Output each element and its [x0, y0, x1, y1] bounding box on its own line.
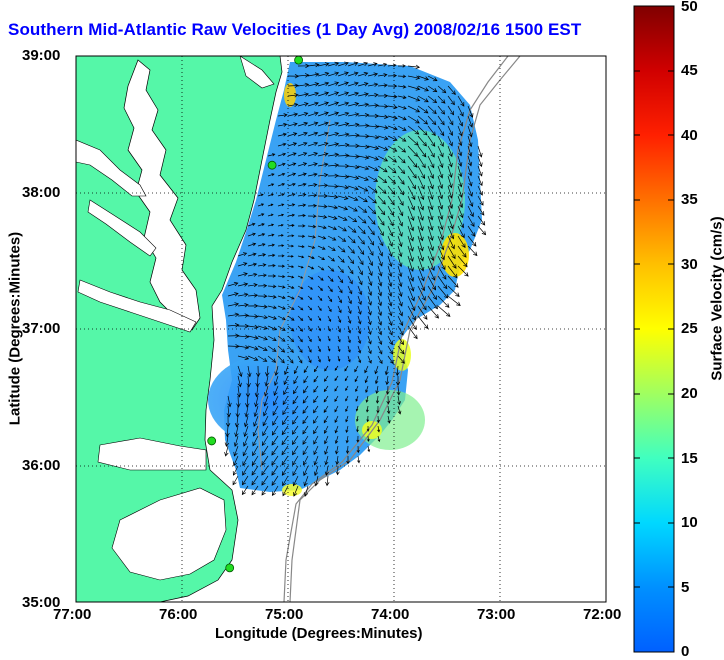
colorbar-tick-label: 10	[681, 514, 698, 531]
colorbar-tick-label: 0	[681, 643, 689, 660]
colorbar-tick-label: 35	[681, 191, 698, 208]
colorbar-tick-label: 50	[681, 0, 698, 15]
radar-station-marker	[226, 564, 234, 572]
colorbar-tick-label: 25	[681, 320, 698, 337]
colorbar-tick-label: 45	[681, 62, 698, 79]
colorbar-tick-label: 15	[681, 450, 698, 467]
radar-station-marker	[208, 437, 216, 445]
radar-station-marker	[268, 161, 276, 169]
colorbar-label: Surface Velocity (cm/s)	[709, 194, 724, 404]
radar-station-marker	[295, 56, 303, 64]
colorbar-tick-label: 30	[681, 256, 698, 273]
colorbar-tick-label: 20	[681, 385, 698, 402]
colorbar-tick-label: 40	[681, 127, 698, 144]
colorbar-tick-label: 5	[681, 579, 689, 596]
